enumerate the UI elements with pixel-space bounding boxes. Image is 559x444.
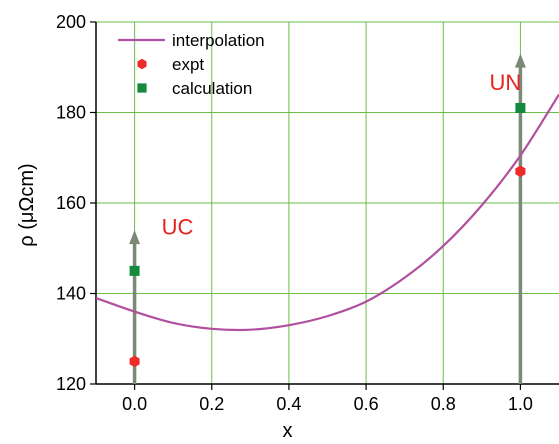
- legend-swatch-expt: [137, 58, 147, 70]
- expt-point-0: [129, 355, 140, 368]
- legend-label-interpolation: interpolation: [172, 31, 265, 50]
- data-markers: [129, 102, 526, 368]
- annotations: UC UN: [162, 70, 522, 240]
- x-tick-label-1: 0.2: [199, 394, 224, 414]
- arrow-head-1: [514, 53, 526, 68]
- y-axis-label: ρ (μΩcm): [16, 163, 38, 246]
- y-tick-label-0: 120: [56, 374, 86, 394]
- x-axis-label: x: [283, 420, 293, 442]
- y-tick-label-4: 200: [56, 12, 86, 32]
- legend-swatch-calculation: [137, 83, 147, 93]
- tick-labels: 0.0 0.2 0.4 0.6 0.8 1.0 120 140 160 180 200: [56, 12, 533, 414]
- interpolation-curve-layer: [96, 93, 559, 332]
- calculation-point-1: [515, 102, 526, 113]
- arrow-head-0: [129, 230, 141, 245]
- legend-label-expt: expt: [172, 55, 204, 74]
- y-tick-label-3: 180: [56, 103, 86, 123]
- interpolation-curve: [96, 93, 559, 332]
- expt-point-1: [515, 165, 526, 178]
- x-tick-label-4: 0.8: [431, 394, 456, 414]
- y-tick-label-2: 160: [56, 193, 86, 213]
- calculation-point-0: [129, 265, 140, 276]
- annotation-un: UN: [490, 70, 522, 95]
- plot-frame: [90, 21, 559, 390]
- annotation-uc: UC: [162, 215, 194, 240]
- y-tick-label-1: 140: [56, 284, 86, 304]
- x-tick-label-5: 1.0: [508, 394, 533, 414]
- x-tick-label-3: 0.6: [354, 394, 379, 414]
- x-tick-label-2: 0.4: [276, 394, 301, 414]
- legend-label-calculation: calculation: [172, 79, 252, 98]
- legend: interpolation expt calculation: [118, 31, 265, 98]
- x-tick-label-0: 0.0: [122, 394, 147, 414]
